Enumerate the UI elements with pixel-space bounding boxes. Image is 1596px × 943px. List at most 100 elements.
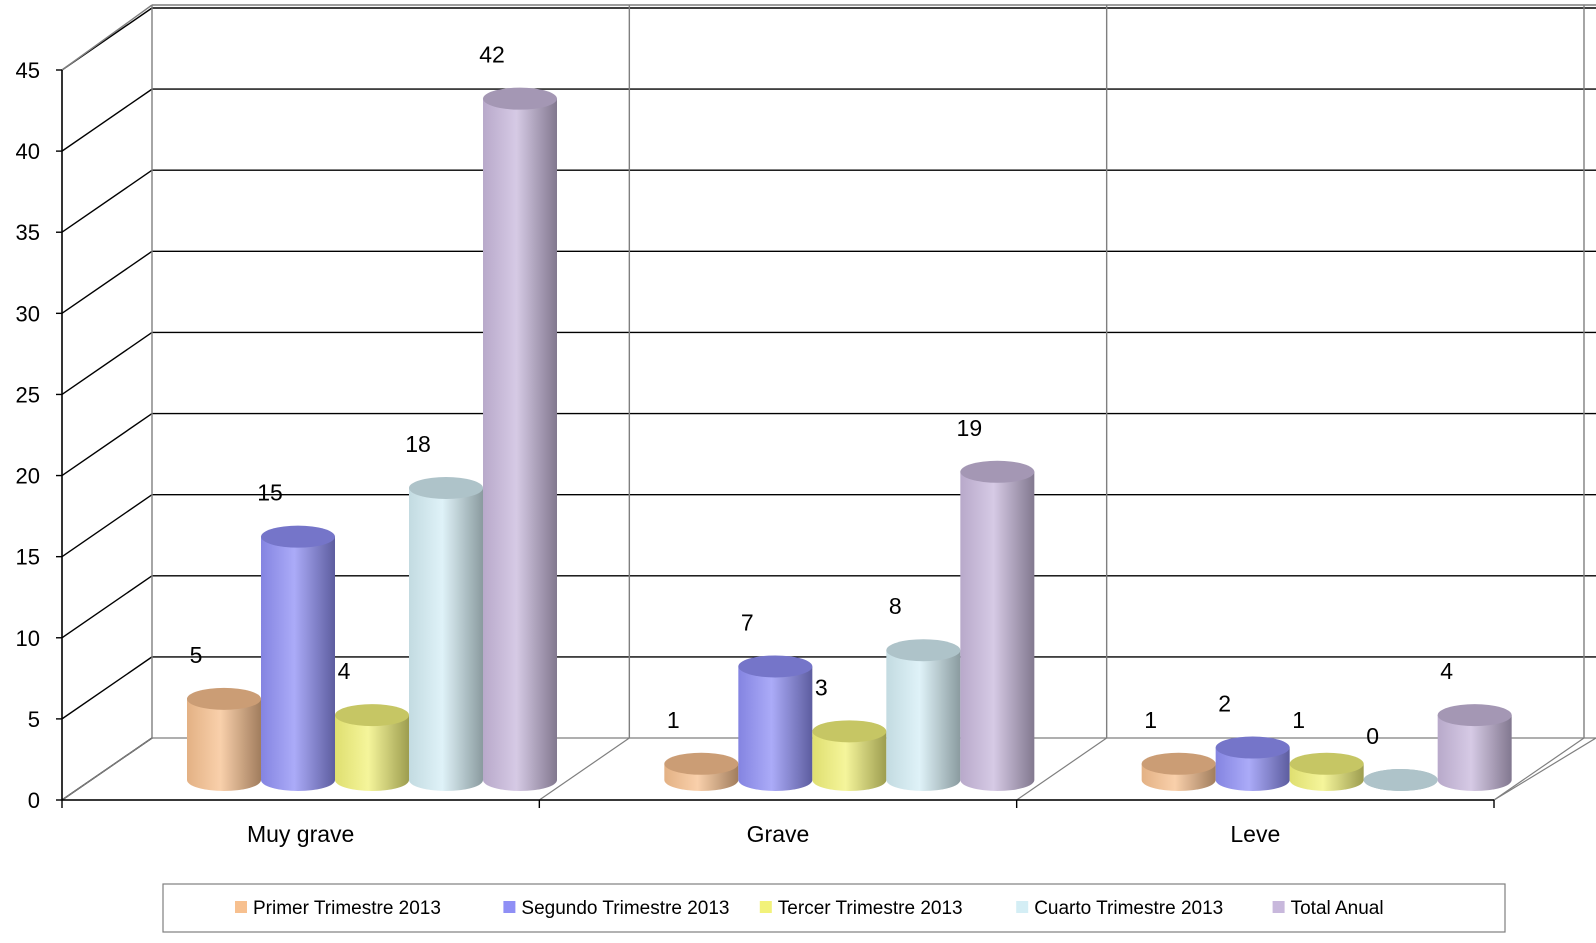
legend-swatch xyxy=(1016,901,1029,913)
y-tick-label: 15 xyxy=(16,545,40,570)
floor-divider xyxy=(1493,737,1585,801)
y-tick-label: 0 xyxy=(28,788,40,813)
floor-divider xyxy=(1016,737,1108,801)
y-tick-label: 25 xyxy=(16,382,40,407)
y-tick-label: 30 xyxy=(16,301,40,326)
data-label: 1 xyxy=(667,707,680,733)
data-label: 4 xyxy=(1440,658,1453,684)
gridlines xyxy=(61,4,1596,801)
bar-body xyxy=(1437,715,1512,792)
floor-divider xyxy=(538,737,630,801)
bar xyxy=(409,477,483,791)
y-tick-label: 45 xyxy=(16,58,40,83)
y-tick-label: 10 xyxy=(16,626,40,651)
bar-top xyxy=(886,639,961,662)
bar-top xyxy=(187,687,261,710)
legend-swatch xyxy=(235,901,247,913)
axes xyxy=(56,69,1495,808)
side-wall-top-edge xyxy=(61,4,153,71)
bar-body xyxy=(261,536,335,791)
category-label: Leve xyxy=(1230,821,1280,847)
gridline-side xyxy=(61,331,153,396)
bar xyxy=(664,752,739,792)
bar xyxy=(1215,736,1290,792)
bar xyxy=(1289,752,1364,792)
bar-top xyxy=(1363,769,1438,791)
bar xyxy=(335,704,409,791)
bar-body xyxy=(409,488,483,791)
y-tick-label: 5 xyxy=(28,707,40,732)
bar xyxy=(1141,752,1216,791)
bar-top xyxy=(483,87,557,110)
bar-body xyxy=(483,98,557,791)
bar xyxy=(886,639,961,792)
gridline-side xyxy=(61,656,153,720)
data-label: 1 xyxy=(1144,707,1157,733)
data-label: 1 xyxy=(1292,707,1305,733)
legend-label: Tercer Trimestre 2013 xyxy=(778,898,963,919)
bar-top xyxy=(664,752,739,775)
bar xyxy=(738,655,813,792)
gridline-side xyxy=(61,412,153,477)
bar-body xyxy=(1215,747,1290,792)
bar-top xyxy=(261,525,335,548)
data-label: 5 xyxy=(190,642,203,668)
data-label: 42 xyxy=(479,42,505,68)
bar-top xyxy=(738,655,813,678)
category-label: Muy grave xyxy=(247,821,354,847)
data-label: 7 xyxy=(741,609,754,635)
bar-body xyxy=(738,666,813,792)
bar-body xyxy=(335,715,409,791)
gridline-side xyxy=(61,169,153,233)
legend-label: Cuarto Trimestre 2013 xyxy=(1034,898,1223,919)
data-label: 4 xyxy=(338,658,351,684)
gridline-side xyxy=(61,494,153,558)
gridline-side xyxy=(61,250,153,314)
bar-top xyxy=(1289,752,1364,775)
gridline-side xyxy=(61,575,153,639)
bar-top xyxy=(812,720,887,743)
back-wall xyxy=(152,0,1596,738)
data-label: 18 xyxy=(405,431,431,457)
bar xyxy=(483,87,557,791)
bars xyxy=(187,87,1512,792)
legend: Primer Trimestre 2013 Segundo Trimestre 2… xyxy=(162,883,1506,933)
category-label: Grave xyxy=(747,821,810,847)
bar-body xyxy=(187,698,261,791)
legend-swatch xyxy=(759,901,772,913)
bar-body xyxy=(886,650,961,792)
bar-top xyxy=(1141,752,1216,775)
legend-label: Total Anual xyxy=(1291,898,1384,919)
gridline-side xyxy=(61,88,153,152)
bar xyxy=(960,460,1035,791)
data-label: 2 xyxy=(1218,691,1231,717)
bar-top xyxy=(335,704,409,727)
legend-label: Primer Trimestre 2013 xyxy=(253,898,441,919)
bar xyxy=(1437,704,1512,792)
y-tick-label: 20 xyxy=(16,464,40,489)
data-label: 0 xyxy=(1366,723,1379,749)
bar-body xyxy=(812,731,887,792)
bar xyxy=(261,525,335,791)
y-tick-label: 40 xyxy=(16,139,40,164)
bar-top xyxy=(1215,736,1290,759)
legend-label: Segundo Trimestre 2013 xyxy=(521,898,729,919)
floor-divider xyxy=(61,737,153,801)
data-label: 3 xyxy=(815,674,828,700)
data-label: 15 xyxy=(257,480,283,506)
bar xyxy=(1363,769,1438,791)
legend-swatch xyxy=(1272,901,1285,913)
legend-swatch xyxy=(503,901,516,913)
bar-top xyxy=(409,477,483,499)
bar-top xyxy=(1437,704,1512,727)
bar xyxy=(187,687,261,791)
bar-body xyxy=(960,471,1035,791)
data-label: 8 xyxy=(889,593,902,619)
data-label: 19 xyxy=(957,415,983,441)
bar-top xyxy=(960,460,1035,483)
y-tick-label: 35 xyxy=(16,220,40,245)
bar xyxy=(812,720,887,792)
